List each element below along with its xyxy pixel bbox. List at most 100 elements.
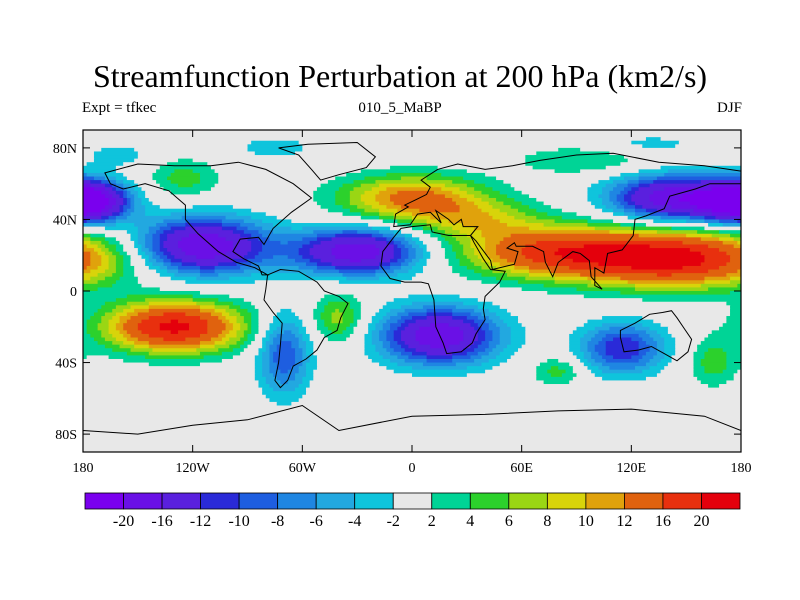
field-cell xyxy=(130,237,139,242)
field-cell xyxy=(550,205,596,210)
field-cell xyxy=(583,355,592,360)
field-cell xyxy=(207,330,223,335)
field-cell xyxy=(539,362,570,367)
field-cell xyxy=(496,244,526,249)
field-cell xyxy=(316,355,369,360)
continent-outline xyxy=(393,152,741,290)
field-cell xyxy=(349,190,366,195)
field-cell xyxy=(518,348,570,353)
field-cell xyxy=(656,362,669,367)
field-cell xyxy=(390,308,406,314)
field-cell xyxy=(305,330,322,335)
field-cell xyxy=(97,265,110,271)
field-cell xyxy=(525,333,570,339)
field-cell xyxy=(645,208,658,213)
field-cell xyxy=(247,144,303,149)
field-cell xyxy=(704,366,727,371)
field-cell xyxy=(397,219,413,224)
field-cell xyxy=(115,237,132,242)
field-cell xyxy=(353,319,358,324)
field-cell xyxy=(700,251,727,256)
field-cell xyxy=(408,251,417,256)
field-cell xyxy=(609,194,618,199)
field-cell xyxy=(664,348,676,353)
field-cell xyxy=(466,183,486,188)
field-cell xyxy=(488,308,508,314)
field-cell xyxy=(477,316,490,321)
colorbar-box xyxy=(123,492,163,510)
field-cell xyxy=(83,312,95,317)
field-cell xyxy=(737,283,741,289)
field-cell xyxy=(119,208,124,213)
field-cell xyxy=(178,158,194,163)
field-cell xyxy=(609,151,741,156)
field-cell xyxy=(496,276,526,281)
field-cell xyxy=(126,194,135,199)
field-cell xyxy=(477,330,486,335)
field-cell xyxy=(704,226,741,231)
field-cell xyxy=(83,355,88,360)
field-cell xyxy=(572,366,589,371)
field-cell xyxy=(525,155,625,160)
field-cell xyxy=(83,366,256,371)
field-cell xyxy=(364,351,380,356)
field-cell xyxy=(251,240,263,246)
field-cell xyxy=(525,255,563,260)
field-cell xyxy=(371,341,384,346)
field-cell xyxy=(137,151,256,156)
field-cell xyxy=(558,358,581,364)
field-cell xyxy=(145,237,154,242)
field-cell xyxy=(422,251,431,256)
field-cell xyxy=(276,344,292,349)
field-cell xyxy=(141,244,146,249)
field-cell xyxy=(554,276,589,281)
field-cell xyxy=(426,223,442,228)
field-cell xyxy=(682,240,724,246)
field-cell xyxy=(101,190,110,195)
field-cell xyxy=(466,265,483,271)
field-cell xyxy=(167,269,179,274)
field-cell xyxy=(123,308,135,314)
field-cell xyxy=(693,373,735,378)
colorbar-label: 6 xyxy=(505,513,513,530)
field-cell xyxy=(499,362,541,367)
field-cell xyxy=(93,248,102,253)
field-cell xyxy=(602,190,610,195)
field-cell xyxy=(258,326,271,331)
field-cell xyxy=(518,208,537,213)
field-cell xyxy=(412,351,428,356)
field-cell xyxy=(375,348,388,353)
field-cell xyxy=(258,308,281,314)
field-cell xyxy=(115,165,161,170)
field-cell xyxy=(331,319,344,324)
field-cell xyxy=(463,337,479,342)
field-cell xyxy=(572,351,585,356)
field-cell xyxy=(386,301,413,306)
field-cell xyxy=(134,244,143,249)
field-cell xyxy=(426,358,453,364)
field-cell xyxy=(108,265,117,271)
field-cell xyxy=(327,301,351,306)
field-cell xyxy=(265,333,271,339)
field-cell xyxy=(254,280,340,285)
field-cell xyxy=(364,341,373,346)
field-cell xyxy=(678,197,741,203)
field-cell xyxy=(137,240,146,246)
field-cell xyxy=(697,376,735,382)
field-cell xyxy=(360,316,373,321)
field-cell xyxy=(134,344,150,349)
field-cell xyxy=(83,180,91,185)
field-cell xyxy=(426,351,453,356)
field-cell xyxy=(126,197,132,203)
field-cell xyxy=(119,212,124,217)
field-cell xyxy=(521,344,570,349)
field-cell xyxy=(254,305,318,310)
field-cell xyxy=(101,248,110,253)
field-cell xyxy=(624,187,632,192)
field-cell xyxy=(525,162,621,167)
field-cell xyxy=(295,351,303,356)
field-cell xyxy=(134,308,150,314)
field-cell xyxy=(503,237,702,242)
field-cell xyxy=(152,262,165,267)
field-cell xyxy=(543,380,570,385)
